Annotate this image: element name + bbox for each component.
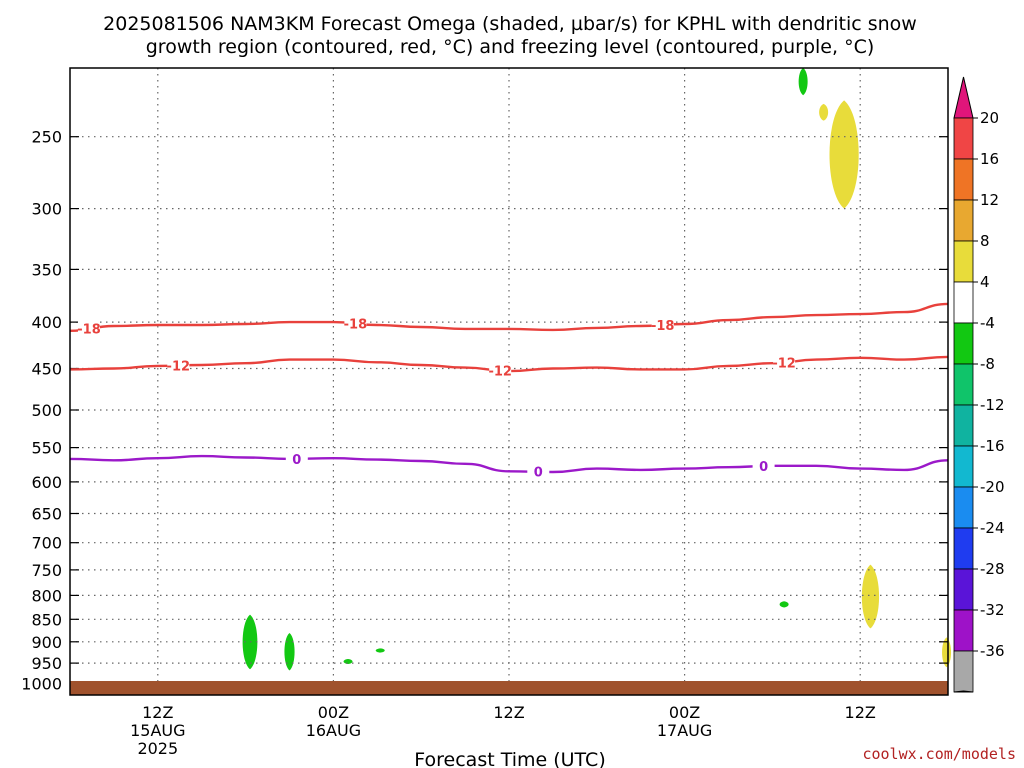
y-label-300: 300 [31,200,62,219]
contour-label-bg-2-0 [285,450,308,466]
x-label-36-line1: 12Z [493,703,524,722]
colorbar-segment-3 [953,240,974,283]
colorbar-label-4: 4 [980,273,990,291]
colorbar-segment-5 [953,322,974,365]
colorbar-label-12: -32 [980,601,1005,619]
colorbar-segment-4 [953,281,974,324]
colorbar-bottom-arrow [953,690,974,693]
x-label-24-line1: 00Z [318,703,349,722]
contour-label-2-0: 0 [292,453,301,468]
x-axis-title: Forecast Time (UTC) [414,749,605,768]
colorbar-label-9: -20 [980,478,1005,496]
contour-label-1-1: -12 [488,364,512,379]
y-label-750: 750 [31,561,62,580]
contour-label-2-2: 0 [759,460,768,475]
colorbar-segment-11 [953,568,974,611]
colorbar-label-13: -36 [980,642,1005,660]
x-label-60-line1: 12Z [845,703,876,722]
chart-title-line2: growth region (contoured, red, °C) and f… [146,36,875,58]
contour-label-2-1: 0 [534,466,543,481]
omega-region-1 [798,68,808,96]
omega-region-2 [819,103,829,121]
colorbar-segment-1 [953,158,974,201]
colorbar-label-10: -24 [980,519,1005,537]
y-label-950: 950 [31,654,62,673]
colorbar-segment-9 [953,486,974,529]
colorbar-label-3: 8 [980,232,990,250]
colorbar-segment-8 [953,445,974,488]
colorbar-segment-0 [953,117,974,160]
colorbar-label-6: -8 [980,355,995,373]
x-label-24-line2: 16AUG [306,721,361,740]
contour-label-bg-0-0 [78,320,100,336]
omega-region-5 [779,601,789,608]
x-label-48-line1: 00Z [669,703,700,722]
omega-region-10 [375,648,385,653]
ground-surface [70,681,948,695]
y-label-250: 250 [31,128,62,147]
colorbar-top-arrow [953,76,974,119]
y-label-850: 850 [31,610,62,629]
contour-label-bg-2-2 [752,458,775,474]
contour-label-0-1: -18 [344,318,368,333]
contour-label-bg-1-1 [489,362,512,378]
contour-label-bg-0-1 [344,315,367,331]
contour-label-1-2: -12 [772,356,796,371]
contour-label-bg-0-2 [651,317,674,332]
y-label-550: 550 [31,439,62,458]
colorbar-label-5: -4 [980,314,995,332]
y-label-600: 600 [31,473,62,492]
x-label-12-line1: 12Z [142,703,173,722]
contour-label-0-2: -18 [651,319,675,334]
y-label-400: 400 [31,313,62,332]
chart-title-line1: 2025081506 NAM3KM Forecast Omega (shaded… [103,13,917,35]
omega-colorbar: 20 16 12 8 4 -4 -8 -12 -16 -20 -24 -28 -32 -36 [953,76,1005,693]
colorbar-label-8: -16 [980,437,1005,455]
colorbar-label-11: -28 [980,560,1005,578]
colorbar-segment-2 [953,199,974,242]
omega-region-3 [829,100,859,209]
contour-lines: -18 -18 -18 -12 -12 -12 0 0 0 [69,302,949,481]
pressure-axis-labels: 250 300 350 400 450 500 550 600 650 700 750 800 850 9… [21,128,62,694]
colorbar-segment-6 [953,363,974,406]
omega-shaded-regions [242,68,952,671]
colorbar-segment-12 [953,609,974,652]
contour-label-1-0: -12 [167,360,191,375]
contour-label-0-0: -18 [77,323,101,338]
omega-region-4 [861,564,880,629]
colorbar-label-7: -12 [980,396,1005,414]
colorbar-label-2: 12 [980,191,999,209]
colorbar-label-1: 16 [980,150,999,168]
omega-region-7 [242,614,258,670]
credit-text: coolwx.com/models [862,745,1016,763]
x-label-12-line2: 15AUG [130,721,185,740]
colorbar-segment-13 [953,650,974,693]
colorbar-segment-7 [953,404,974,447]
y-label-700: 700 [31,534,62,553]
y-label-500: 500 [31,401,62,420]
colorbar-segment-10 [953,527,974,570]
y-label-900: 900 [31,633,62,652]
plot-gridlines [70,68,948,695]
y-label-650: 650 [31,505,62,524]
omega-region-9 [343,658,353,664]
contour-label-bg-1-2 [773,354,796,370]
x-label-12-line3: 2025 [137,739,178,758]
contour-label-bg-2-1 [527,463,550,479]
y-label-800: 800 [31,586,62,605]
omega-region-6 [942,637,952,668]
y-label-1000: 1000 [21,674,62,693]
y-label-350: 350 [31,260,62,279]
y-label-450: 450 [31,360,62,379]
x-label-48-line2: 17AUG [657,721,712,740]
plot-frame [69,67,949,696]
contour-label-bg-1-0 [167,357,190,373]
colorbar-label-0: 20 [980,109,999,127]
contour-line-2 [69,454,949,474]
contour-line-0 [69,302,949,332]
